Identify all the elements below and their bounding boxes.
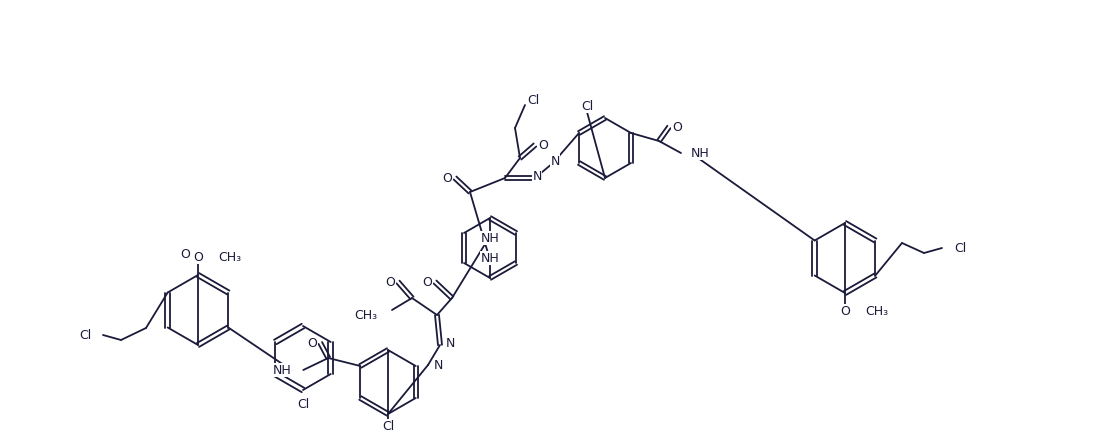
Text: N: N [433, 358, 443, 371]
Text: O: O [672, 120, 682, 133]
Text: Cl: Cl [527, 93, 539, 106]
Text: O: O [442, 171, 452, 184]
Text: Cl: Cl [79, 328, 91, 341]
Text: N: N [551, 154, 559, 167]
Text: O: O [180, 248, 190, 260]
Text: O: O [193, 251, 203, 263]
Text: N: N [532, 170, 542, 183]
Text: Cl: Cl [297, 398, 309, 411]
Text: O: O [422, 276, 432, 289]
Text: CH₃: CH₃ [354, 309, 377, 321]
Text: Cl: Cl [581, 99, 593, 112]
Text: Cl: Cl [382, 419, 394, 433]
Text: O: O [840, 304, 850, 317]
Text: NH: NH [272, 364, 292, 377]
Text: O: O [385, 276, 395, 289]
Text: CH₃: CH₃ [218, 251, 241, 263]
Text: NH: NH [480, 252, 499, 265]
Text: NH: NH [691, 146, 710, 160]
Text: O: O [538, 139, 547, 151]
Text: CH₃: CH₃ [866, 304, 889, 317]
Text: N: N [445, 337, 454, 350]
Text: O: O [307, 337, 317, 350]
Text: Cl: Cl [954, 242, 966, 255]
Text: NH: NH [480, 232, 499, 245]
